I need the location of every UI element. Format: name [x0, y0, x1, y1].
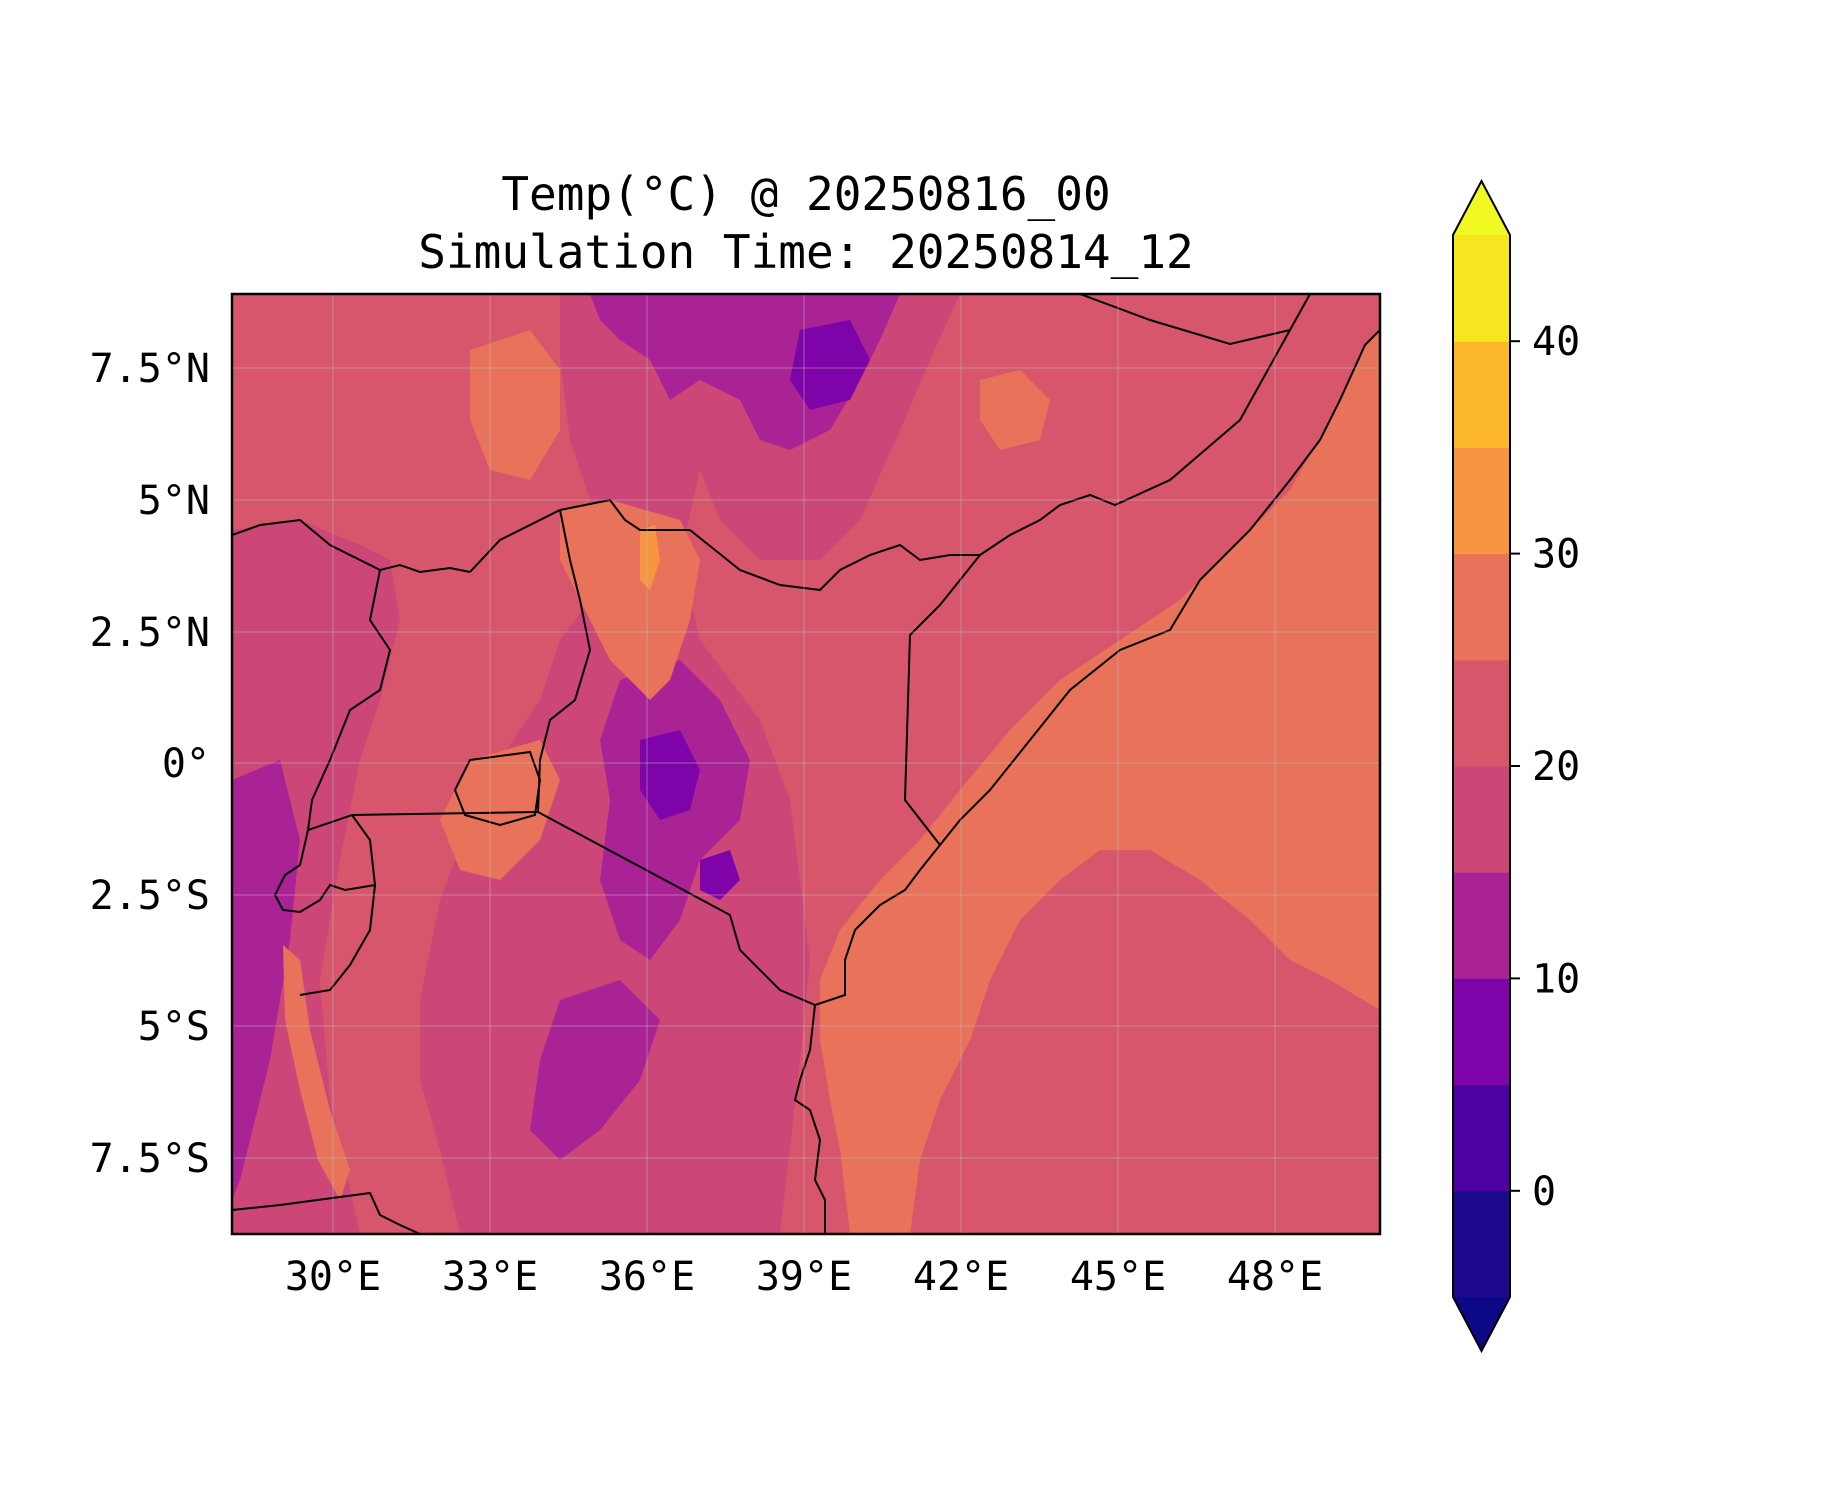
lon-tick-label: 48°E — [1227, 1254, 1323, 1300]
colorbar-bin — [1453, 766, 1510, 873]
colorbar-bin — [1453, 447, 1510, 555]
lat-tick-label: 5°N — [138, 478, 210, 524]
field-tanzania-core — [530, 980, 660, 1160]
colorbar-bin — [1453, 872, 1510, 979]
country-borders — [232, 294, 1380, 1234]
border-ethiopia-kenya — [689, 529, 980, 592]
lake-victoria — [453, 750, 542, 827]
border-zambia — [232, 1191, 421, 1234]
colorbar-bin — [1453, 1084, 1510, 1192]
map-frame — [230, 292, 1382, 1236]
lat-tick-label: 2.5°N — [90, 610, 210, 656]
colorbar-bin — [1453, 553, 1510, 661]
lat-tick-label: 2.5°S — [90, 873, 210, 919]
border-uganda-kenya — [537, 509, 592, 813]
border-ethiopia-somalia — [979, 294, 1311, 556]
lon-tick-label: 39°E — [756, 1254, 852, 1300]
lon-tick-label: 36°E — [599, 1254, 695, 1300]
colorbar-bin — [1453, 659, 1510, 767]
field-warm-lake-turkana — [560, 500, 700, 700]
colorbar-tick-label: 20 — [1532, 744, 1580, 790]
border-sudan-south-sudan — [232, 518, 471, 574]
map-title-line-1: Temp(°C) @ 20250816_00 — [501, 167, 1110, 221]
lon-tick-label: 42°E — [913, 1254, 1009, 1300]
colorbar-extend-over — [1453, 181, 1510, 235]
lake-tanganyika — [283, 945, 350, 1200]
border-kenya-tanzania — [537, 811, 816, 1006]
colorbar-outline — [1452, 178, 1511, 1354]
colorbar-bin — [1453, 1190, 1510, 1298]
border-uganda-tanzania — [351, 811, 539, 816]
lon-tick-label: 33°E — [442, 1254, 538, 1300]
ocean-cooler-band — [910, 850, 1380, 1234]
colorbar: 0 10 20 30 40 — [1452, 178, 1580, 1354]
field-hot-spot-turkana — [640, 525, 660, 590]
lat-tick-label: 7.5°N — [90, 346, 210, 392]
border-tanzania-west — [299, 884, 376, 996]
border-south-sudan-uganda — [307, 569, 392, 831]
map-panel — [232, 294, 1380, 1234]
longitude-axis: 30°E 33°E 36°E 39°E 42°E 45°E 48°E — [285, 1254, 1323, 1300]
latitude-axis: 7.5°N 5°N 2.5°N 0° 2.5°S 5°S 7.5°S — [90, 346, 210, 1182]
field-cold-pocket-kili — [700, 850, 740, 900]
border-eritrea-djibouti — [1079, 294, 1291, 346]
colorbar-bin — [1453, 978, 1510, 1086]
lon-tick-label: 30°E — [285, 1254, 381, 1300]
field-west-highlands — [232, 520, 400, 1234]
colorbar-tick-label: 10 — [1532, 956, 1580, 1002]
colorbar-tick-label: 0 — [1532, 1169, 1556, 1215]
coastline-east-africa — [793, 329, 1380, 1234]
colorbar-tick-label: 30 — [1532, 532, 1580, 578]
lat-tick-label: 7.5°S — [90, 1136, 210, 1182]
lon-tick-label: 45°E — [1070, 1254, 1166, 1300]
field-warm-south-sudan — [470, 330, 560, 480]
field-cold-pocket-ethiopia — [790, 320, 870, 410]
lat-tick-label: 5°S — [138, 1004, 210, 1050]
colorbar-extend-under — [1453, 1297, 1510, 1351]
gridlines — [232, 294, 1380, 1234]
border-kenya-somalia — [903, 554, 981, 846]
field-warm-ethiopia-east — [980, 370, 1050, 450]
border-south-sudan-ethiopia — [469, 498, 690, 573]
field-cold-pocket-kenya — [640, 730, 700, 820]
colorbar-bin — [1453, 341, 1510, 448]
map-title-line-2: Simulation Time: 20250814_12 — [418, 225, 1193, 279]
lat-tick-label: 0° — [162, 741, 210, 787]
colorbar-bin — [1453, 235, 1510, 342]
colorbar-tick-label: 40 — [1532, 319, 1580, 365]
field-western-rift — [232, 760, 300, 1200]
